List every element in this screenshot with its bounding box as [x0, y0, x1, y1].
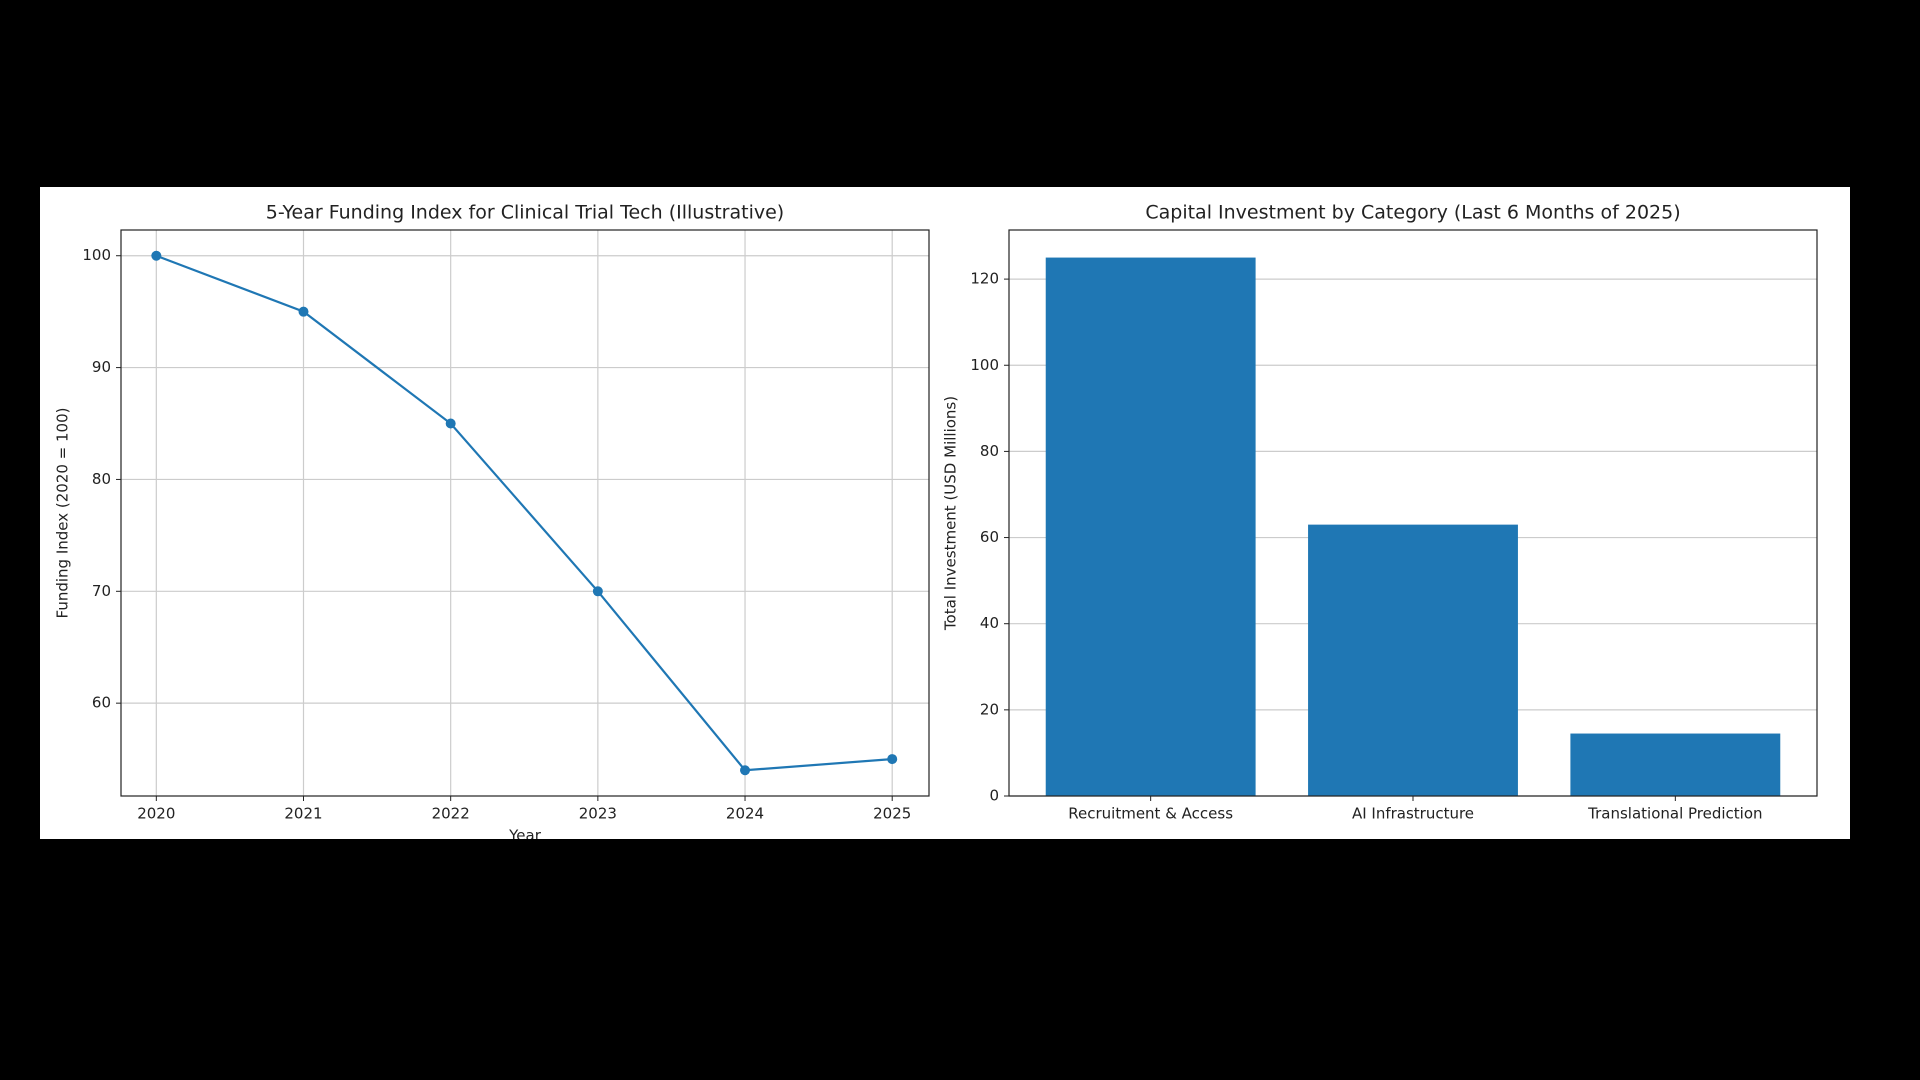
- x-tick-label: 2024: [726, 805, 764, 823]
- x-tick-label: 2025: [873, 805, 911, 823]
- bar: [1045, 257, 1256, 796]
- x-tick-label: 2022: [432, 805, 470, 823]
- y-tick-label: 80: [92, 470, 111, 488]
- bar: [1570, 733, 1781, 796]
- y-tick-label: 60: [92, 694, 111, 712]
- y-axis-label: Funding Index (2020 = 100): [54, 408, 72, 619]
- y-tick-label: 120: [970, 270, 999, 288]
- x-axis-label: Year: [508, 827, 542, 845]
- data-line: [155, 254, 893, 772]
- y-tick-label: 0: [989, 787, 999, 805]
- data-point: [592, 586, 603, 597]
- x-tick-label: Recruitment & Access: [1068, 805, 1233, 823]
- y-tick-label: 40: [980, 614, 999, 632]
- data-point: [740, 765, 751, 776]
- x-tick-label: 2021: [284, 805, 322, 823]
- axes-frame: [1008, 229, 1818, 797]
- y-axis-label: Total Investment (USD Millions): [942, 396, 960, 631]
- x-tick-label: 2020: [137, 805, 175, 823]
- data-point: [151, 250, 162, 261]
- y-tick-label: 80: [980, 442, 999, 460]
- y-tick-label: 100: [82, 246, 111, 264]
- chart-title: Capital Investment by Category (Last 6 M…: [1145, 202, 1680, 224]
- data-point: [887, 754, 898, 765]
- plots: 5-Year Funding Index for Clinical Trial …: [54, 202, 1818, 845]
- figure-panel: [40, 187, 1850, 839]
- data-point: [445, 418, 456, 429]
- bar: [1308, 524, 1518, 796]
- chart-title: 5-Year Funding Index for Clinical Trial …: [266, 202, 784, 224]
- axes-frame: [120, 229, 930, 797]
- data-point: [298, 306, 309, 317]
- x-tick-label: 2023: [579, 805, 617, 823]
- y-tick-label: 20: [980, 700, 999, 718]
- y-tick-label: 60: [980, 528, 999, 546]
- y-tick-label: 90: [92, 358, 111, 376]
- x-tick-label: AI Infrastructure: [1352, 805, 1474, 823]
- y-tick-label: 100: [970, 356, 999, 374]
- x-tick-label: Translational Prediction: [1587, 805, 1762, 823]
- y-tick-label: 70: [92, 582, 111, 600]
